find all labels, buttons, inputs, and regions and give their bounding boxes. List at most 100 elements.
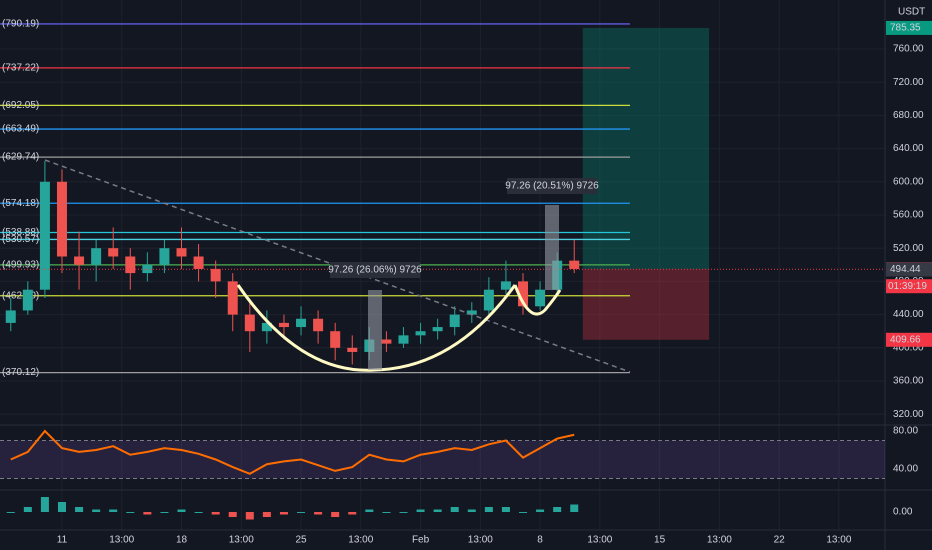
candle-body xyxy=(108,248,119,257)
candle-body xyxy=(518,281,529,307)
y-tick-label: 600.00 xyxy=(893,176,924,187)
x-tick-label: 22 xyxy=(774,535,786,546)
candle-body xyxy=(466,310,477,315)
macd-bar xyxy=(75,507,84,512)
macd-bar xyxy=(6,512,15,513)
measure-bar xyxy=(368,290,382,370)
price-tag-label: 494.44 xyxy=(890,264,921,275)
candle-body xyxy=(5,310,16,323)
y-tick-label: 320.00 xyxy=(893,409,924,420)
x-tick-label: Feb xyxy=(412,535,430,546)
candle-body xyxy=(449,314,460,328)
macd-bar xyxy=(177,509,186,512)
price-tag-label: 409.66 xyxy=(890,334,921,345)
y-tick-label: 400.00 xyxy=(893,342,924,353)
candle-body xyxy=(415,331,426,336)
macd-bar xyxy=(40,497,49,512)
macd-bar xyxy=(519,512,528,513)
candle-body xyxy=(176,248,187,257)
macd-bar xyxy=(194,512,203,513)
level-label: (574.18) xyxy=(2,198,39,209)
measure-bar xyxy=(545,205,559,290)
x-tick-label: 25 xyxy=(295,535,307,546)
y-tick-label: 0.00 xyxy=(893,507,913,518)
candle-body xyxy=(39,181,50,290)
candle-body xyxy=(483,289,494,311)
rsi-line xyxy=(10,429,575,475)
candle-body xyxy=(398,335,409,344)
macd-pane xyxy=(6,497,579,520)
candle-body xyxy=(569,260,580,269)
macd-bar xyxy=(143,512,152,515)
macd-bar xyxy=(109,509,118,512)
candle-body xyxy=(330,331,341,348)
macd-bar xyxy=(382,512,391,513)
macd-bar xyxy=(331,512,340,517)
y-tick-label: 440.00 xyxy=(893,309,924,320)
position-loss xyxy=(582,269,710,340)
currency-label: USDT xyxy=(898,7,925,18)
candle-body xyxy=(159,248,170,265)
macd-bar xyxy=(536,509,545,512)
x-tick-label: 13:00 xyxy=(587,535,612,546)
candle-body xyxy=(296,318,307,328)
level-label: (629.74) xyxy=(2,152,39,163)
rsi-band xyxy=(0,440,885,479)
candle-body xyxy=(125,256,136,274)
candle-body xyxy=(74,256,85,265)
handle-shape xyxy=(513,284,562,316)
macd-bar xyxy=(484,507,493,512)
price-scale: 11 13:00 18 13:00 25 13:00 Feb 13:00 8 13:00 15 13:… xyxy=(57,20,932,546)
y-tick-label: 680.00 xyxy=(893,110,924,121)
macd-bar xyxy=(160,512,169,513)
macd-bar xyxy=(501,507,510,512)
candle-body xyxy=(210,268,221,282)
y-tick-label: 360.00 xyxy=(893,376,924,387)
x-tick-label: 11 xyxy=(57,535,68,546)
y-tick-label: 640.00 xyxy=(893,143,924,154)
macd-bar xyxy=(297,512,306,513)
candle-body xyxy=(261,322,272,332)
x-tick-label: 13:00 xyxy=(229,535,254,546)
price-tag xyxy=(886,262,932,277)
y-tick-label: 40.00 xyxy=(893,464,918,475)
y-tick-label: 520.00 xyxy=(893,243,924,254)
candle-body xyxy=(193,256,204,269)
macd-bar xyxy=(399,512,408,513)
macd-bar xyxy=(450,507,459,512)
x-tick-label: 13:00 xyxy=(468,535,493,546)
macd-bar xyxy=(245,512,254,520)
candle-body xyxy=(91,248,102,265)
candle-body xyxy=(313,318,324,332)
candle-body xyxy=(278,322,289,328)
y-tick-label: 760.00 xyxy=(893,44,924,55)
y-tick-label: 80.00 xyxy=(893,426,918,437)
x-tick-label: 13:00 xyxy=(707,535,732,546)
price-tag-label: 785.35 xyxy=(890,23,921,34)
level-label: (370.12) xyxy=(2,367,39,378)
level-label: (790.19) xyxy=(2,19,39,30)
annotation-box xyxy=(507,178,597,194)
x-tick-label: 13:00 xyxy=(348,535,373,546)
macd-bar xyxy=(467,509,476,512)
y-tick-label: 720.00 xyxy=(893,77,924,88)
level-label: (737.22) xyxy=(2,63,39,74)
level-label: (692.05) xyxy=(2,100,39,111)
candle-body xyxy=(22,289,33,311)
annotation-box xyxy=(330,262,420,278)
annotation: 97.26 (20.51%) 9726 xyxy=(505,181,599,192)
price-pane: (790.19) (737.22) (692.05) (663.49) (629.74)… xyxy=(0,19,885,378)
rsi-pane xyxy=(0,429,885,480)
level-label: (663.49) xyxy=(2,124,39,135)
macd-bar xyxy=(126,512,135,513)
macd-bar xyxy=(92,509,101,512)
trend-line xyxy=(44,159,631,373)
candle-body xyxy=(56,181,67,257)
y-tick-label: 560.00 xyxy=(893,210,924,221)
candle-body xyxy=(347,347,358,352)
candle-body xyxy=(535,289,546,307)
macd-bar xyxy=(365,509,374,512)
annotation: 97.26 (26.06%) 9726 xyxy=(328,265,422,276)
macd-bar xyxy=(279,512,288,515)
